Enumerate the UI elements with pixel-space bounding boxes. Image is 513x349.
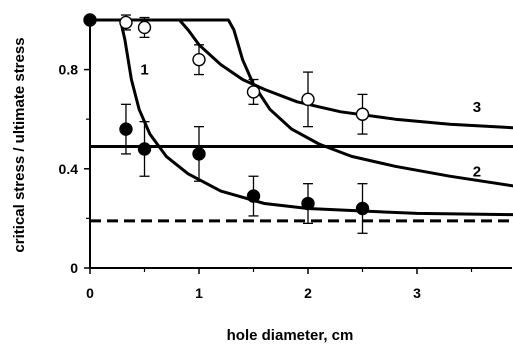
filled-data-point [192,147,206,161]
filled-data-point [355,201,370,216]
open-data-point [137,20,152,35]
curve-label-3: 3 [473,99,481,116]
x-tick-label: 0 [86,285,94,301]
filled-data-point [301,196,315,211]
y-tick-label: 0.4 [59,161,79,177]
curve-1 [90,18,513,217]
y-tick-label: 0 [70,260,78,276]
curve-label-2: 2 [473,163,481,180]
y-axis-title: critical stress / ultimate stress [11,37,28,252]
curve-3 [90,18,513,130]
x-tick-label: 1 [195,285,203,301]
open-data-point [192,52,206,67]
open-data-point [301,92,315,107]
filled-data-point [137,142,152,156]
y-tick-label: 0.8 [59,62,79,78]
open-data-point [119,15,133,30]
filled-data-point [246,189,261,203]
x-tick-label: 2 [304,285,312,301]
filled-data-point [119,122,133,136]
x-axis-title: hole diameter, cm [227,327,354,344]
plot-area: 1 2 3 [83,13,513,234]
open-data-point [246,85,261,99]
curve-2 [90,18,513,188]
axes: 0 1 2 3 0 0.4 0.8 [59,14,512,301]
x-tick-label: 3 [413,285,421,301]
curve-label-1: 1 [140,62,148,79]
open-data-point [355,107,370,121]
